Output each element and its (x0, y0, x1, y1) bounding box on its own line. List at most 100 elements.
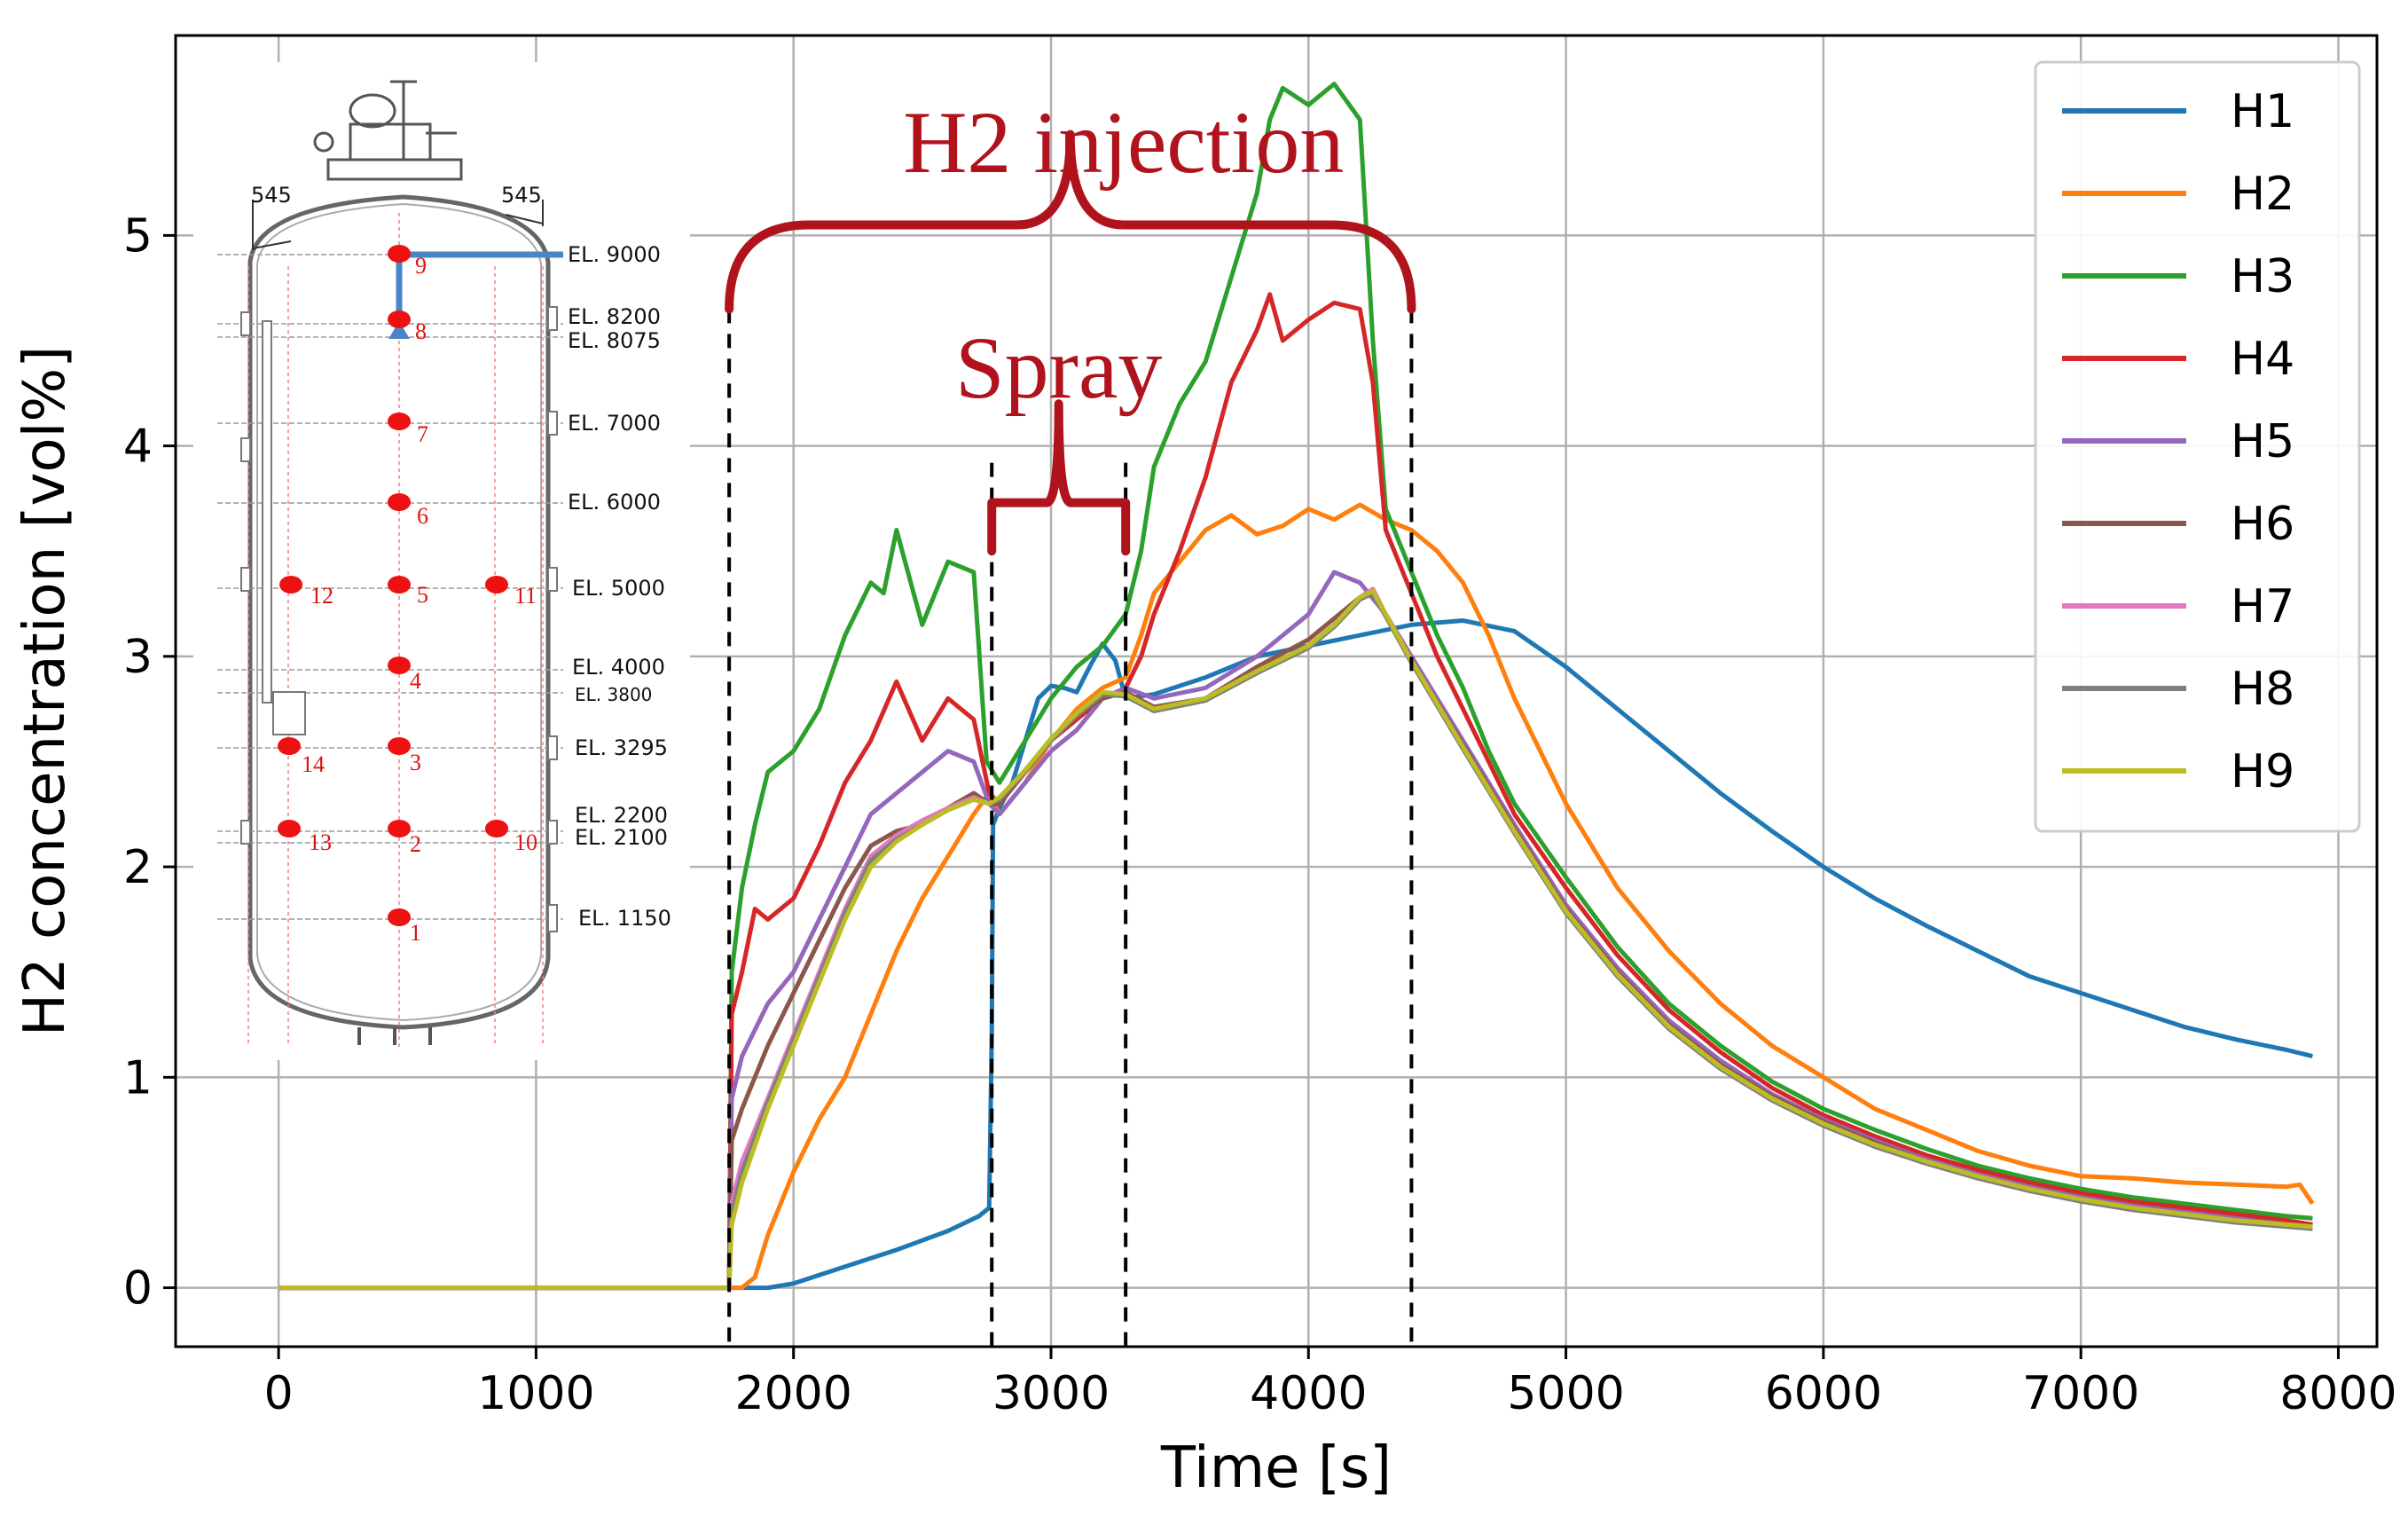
series-line-h3 (278, 82, 2313, 1291)
sensor-number-7: 7 (417, 421, 428, 447)
sensor-number-1: 1 (410, 920, 421, 946)
nozzle-left-7000 (240, 437, 251, 462)
legend: H1 H2 H3 H4 H5 H6 H7 H8 H9 (2034, 60, 2361, 833)
sensor-dot-4 (388, 656, 411, 674)
legend-box (2034, 60, 2361, 833)
sensor-number-13: 13 (309, 829, 332, 855)
sensor-dot-7 (388, 413, 411, 430)
elevation-label-4000: EL. 4000 (572, 655, 665, 680)
sensor-number-8: 8 (415, 318, 427, 344)
nozzle-right-2200 (547, 820, 558, 845)
vessel-bottom-supports (357, 1027, 432, 1045)
elevation-label-3800: EL. 3800 (575, 684, 652, 705)
sensor-dot-6 (388, 493, 411, 511)
sensor-column-lines (247, 213, 544, 1047)
legend-label-h6: H6 (2231, 498, 2294, 551)
x-tick-label-0: 0 (264, 1367, 294, 1420)
series-line-h2 (278, 502, 2315, 1291)
series-line-h4 (278, 292, 2313, 1291)
sensor-number-5: 5 (417, 582, 428, 608)
nozzle-right-8200 (547, 306, 558, 331)
sensor-dot-10 (485, 820, 508, 837)
y-tick-label-1: 1 (123, 1051, 153, 1104)
spray-brace (987, 399, 1131, 556)
x-tick-label-5: 5000 (1507, 1367, 1624, 1420)
nozzle-right-7000 (547, 411, 558, 436)
elevation-label-6000: EL. 6000 (568, 490, 661, 515)
sensor-number-11: 11 (514, 583, 537, 609)
dimension-left-label: 545 (251, 183, 292, 208)
internal-vertical-pipe (262, 320, 272, 704)
dimension-left-line (252, 240, 292, 249)
x-axis-title: Time [s] (1160, 1435, 1392, 1501)
sensor-dot-12 (279, 576, 302, 593)
vessel-top-hardware (313, 80, 463, 181)
legend-label-h2: H2 (2231, 168, 2294, 221)
top-valve (313, 131, 334, 153)
sensor-number-12: 12 (310, 583, 333, 609)
nozzle-right-5000 (547, 567, 558, 592)
sensor-dot-13 (278, 820, 301, 837)
sensor-dots (278, 245, 508, 926)
x-tick-label-2: 2000 (735, 1367, 852, 1420)
y-tick-label-3: 3 (123, 631, 153, 684)
y-tick-label-0: 0 (123, 1262, 153, 1316)
x-tick-label-4: 4000 (1250, 1367, 1367, 1420)
x-tick-label-6: 6000 (1765, 1367, 1882, 1420)
elevation-label-5000: EL. 5000 (572, 576, 665, 601)
sensor-dot-14 (278, 737, 301, 755)
y-axis-title: H2 concentration [vol%] (12, 346, 78, 1036)
top-nozzle (349, 122, 432, 161)
y-tick-label-2: 2 (123, 841, 153, 894)
legend-label-h4: H4 (2231, 333, 2294, 386)
plot-frame (174, 34, 2379, 1348)
legend-label-h9: H9 (2231, 745, 2294, 798)
series-line-h1 (278, 618, 2313, 1291)
elevation-label-7000: EL. 7000 (568, 411, 661, 436)
sensor-dot-2 (388, 820, 411, 837)
legend-label-h7: H7 (2231, 580, 2294, 633)
series-line-h9 (278, 588, 2313, 1291)
sensor-number-14: 14 (302, 751, 325, 777)
vessel-inset: 545 545 EL. 9000 EL. 8200 EL. 8075 EL. 7… (193, 62, 690, 1060)
x-tick-label-8: 8000 (2279, 1367, 2396, 1420)
dimension-right-line (505, 214, 544, 224)
nozzle-left-8200 (240, 311, 251, 336)
elevation-label-2100: EL. 2100 (575, 825, 668, 850)
nozzle-left-5000 (240, 567, 251, 592)
x-tick-label-7: 7000 (2022, 1367, 2139, 1420)
sensor-number-2: 2 (410, 831, 421, 857)
legend-label-h5: H5 (2231, 415, 2294, 468)
sensor-dot-1 (388, 908, 411, 926)
sensor-dot-8 (388, 311, 411, 328)
dimension-markers (252, 200, 544, 250)
x-tick-label-1: 1000 (477, 1367, 594, 1420)
legend-label-h8: H8 (2231, 663, 2294, 716)
sensor-number-4: 4 (410, 668, 421, 694)
sensor-dot-11 (485, 576, 508, 593)
vessel-outline (247, 194, 551, 1030)
inset-background (193, 62, 690, 1060)
elevation-label-2200: EL. 2200 (575, 803, 668, 828)
elevation-label-1150: EL. 1150 (578, 906, 671, 931)
sensor-number-3: 3 (410, 750, 421, 775)
sensor-dot-9 (388, 245, 411, 263)
sensor-number-10: 10 (514, 829, 537, 855)
series-layer (278, 82, 2315, 1291)
nozzle-left-2200 (240, 820, 251, 845)
injection-label: H2 injection (903, 93, 1344, 192)
legend-label-h3: H3 (2231, 250, 2294, 303)
side-nozzles (240, 306, 558, 932)
sensor-number-9: 9 (415, 253, 427, 279)
top-dome-cap (349, 93, 396, 129)
y-tick-label-5: 5 (123, 209, 153, 263)
spray-label: Spray (955, 318, 1162, 417)
legend-label-h1: H1 (2231, 85, 2294, 138)
sensor-number-6: 6 (417, 503, 428, 529)
elevation-label-8075: EL. 8075 (568, 328, 661, 353)
sensor-dot-5 (388, 576, 411, 593)
y-tick-label-4: 4 (123, 421, 153, 474)
vessel-inner-outline (256, 202, 542, 1022)
